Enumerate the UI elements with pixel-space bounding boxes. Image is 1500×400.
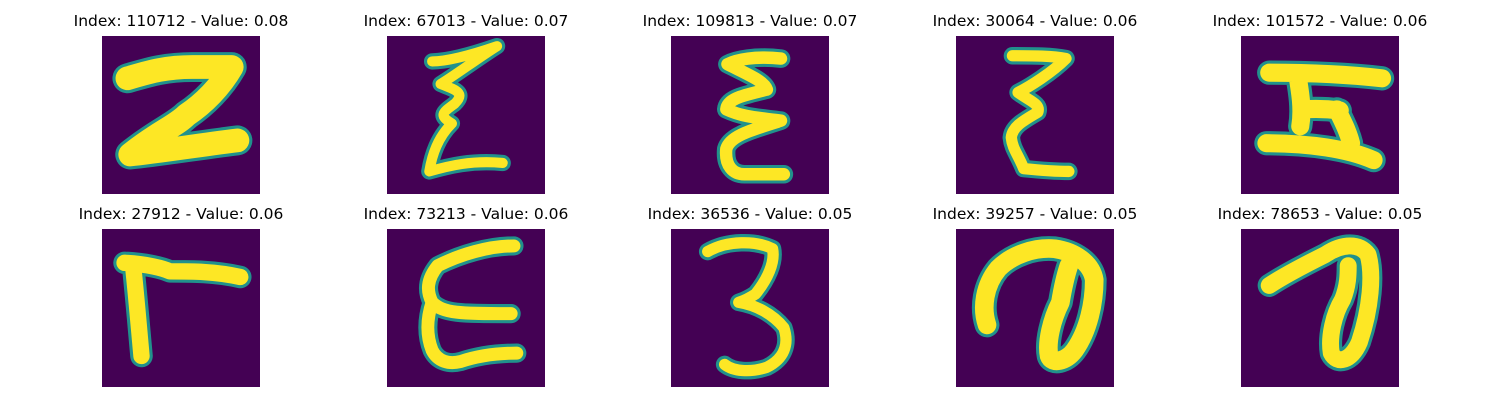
panel-title: Index: 73213 - Value: 0.06: [363, 205, 569, 223]
image-panel: Index: 110712 - Value: 0.08: [74, 11, 288, 201]
image-panel: Index: 73213 - Value: 0.06: [364, 204, 568, 394]
glyph-stroke: [424, 41, 508, 177]
panel-title: Index: 36536 - Value: 0.05: [647, 205, 853, 223]
digit-image: [956, 36, 1114, 194]
image-panel: Index: 109813 - Value: 0.07: [643, 11, 857, 201]
panel-title: Index: 67013 - Value: 0.07: [363, 12, 569, 30]
glyph-stroke: [975, 239, 1104, 371]
digit-image: [387, 229, 545, 387]
glyph-stroke: [421, 239, 524, 370]
glyph-stroke: [1260, 237, 1380, 369]
digit-image: [102, 36, 260, 194]
digit-image: [956, 229, 1114, 387]
glyph-stroke: [1005, 50, 1075, 178]
digit-image: [102, 229, 260, 387]
panel-title: Index: 27912 - Value: 0.06: [78, 205, 284, 223]
glyph-stroke: [702, 237, 792, 377]
panel-title: Index: 109813 - Value: 0.07: [642, 12, 858, 30]
digit-image: [1241, 36, 1399, 194]
panel-title: Index: 39257 - Value: 0.05: [932, 205, 1138, 223]
image-panel: Index: 30064 - Value: 0.06: [933, 11, 1137, 201]
image-panel: Index: 67013 - Value: 0.07: [364, 11, 568, 201]
glyph-stroke: [115, 55, 250, 167]
glyph-stroke: [719, 51, 791, 181]
digit-image: [671, 229, 829, 387]
digit-image: [671, 36, 829, 194]
digit-image: [387, 36, 545, 194]
digit-image: [1241, 229, 1399, 387]
panel-title: Index: 101572 - Value: 0.06: [1212, 12, 1428, 30]
panel-title: Index: 110712 - Value: 0.08: [73, 12, 289, 30]
glyph-stroke: [116, 254, 249, 365]
panel-title: Index: 30064 - Value: 0.06: [932, 12, 1138, 30]
image-panel: Index: 101572 - Value: 0.06: [1213, 11, 1427, 201]
image-panel: Index: 78653 - Value: 0.05: [1218, 204, 1422, 394]
panel-title: Index: 78653 - Value: 0.05: [1217, 205, 1423, 223]
glyph-stroke: [1257, 63, 1392, 170]
image-panel: Index: 27912 - Value: 0.06: [79, 204, 283, 394]
image-panel: Index: 36536 - Value: 0.05: [648, 204, 852, 394]
image-panel: Index: 39257 - Value: 0.05: [933, 204, 1137, 394]
